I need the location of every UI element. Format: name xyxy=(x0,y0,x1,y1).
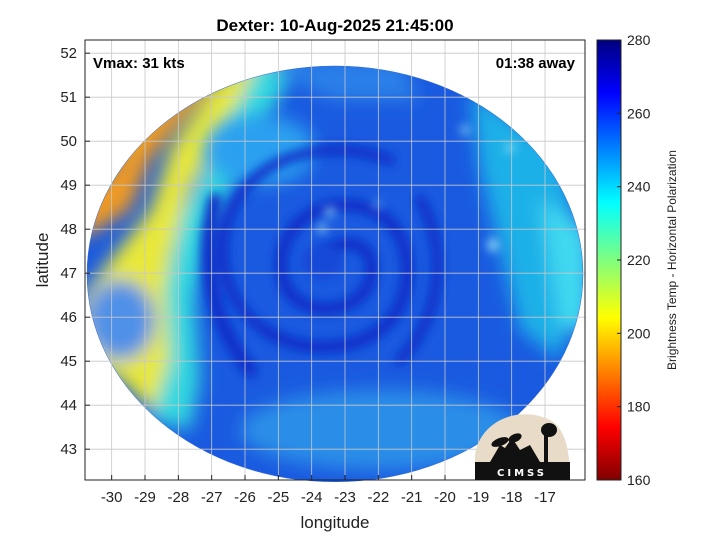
x-tick-label: -27 xyxy=(201,489,223,506)
swath-edge xyxy=(86,65,584,480)
colorbar: 160 180 200 220 240 260 280 Brightness Temp - … xyxy=(596,32,679,488)
colorbar-tick-label: 180 xyxy=(627,399,651,415)
x-tick-label: -24 xyxy=(301,489,323,506)
y-gridlines xyxy=(85,52,585,450)
colorbar-tick-label: 160 xyxy=(627,472,651,488)
x-tick-label: -28 xyxy=(167,489,189,506)
x-tick-label: -20 xyxy=(434,489,456,506)
cimss-logo: CIMSS xyxy=(475,414,570,480)
colorbar-tick-label: 220 xyxy=(627,252,651,268)
y-tick-label: 50 xyxy=(60,133,77,150)
x-tick-label: -22 xyxy=(367,489,389,506)
x-tick-label: -26 xyxy=(234,489,256,506)
colorbar-tick-label: 260 xyxy=(627,105,651,121)
y-tick-label: 45 xyxy=(60,353,77,370)
x-tick-label: -23 xyxy=(334,489,356,506)
x-tick-label: -29 xyxy=(134,489,156,506)
y-axis-label: latitude xyxy=(33,233,52,288)
vmax-annotation: Vmax: 31 kts xyxy=(93,55,185,72)
plot-frame xyxy=(84,39,586,481)
y-tick-label: 52 xyxy=(60,45,77,62)
y-tick-label: 48 xyxy=(60,221,77,238)
colorbar-tick-label: 200 xyxy=(627,325,651,341)
x-tick-label: -25 xyxy=(267,489,289,506)
y-tick-label: 43 xyxy=(60,441,77,458)
x-tick-label: -18 xyxy=(501,489,523,506)
y-tick-label: 51 xyxy=(60,89,77,106)
x-tick-label: -30 xyxy=(101,489,123,506)
x-axis-label: longitude xyxy=(300,513,369,532)
x-tick-label: -21 xyxy=(401,489,423,506)
x-tick-label: -17 xyxy=(534,489,556,506)
microwave-imagery xyxy=(87,66,583,482)
x-gridlines xyxy=(111,40,546,480)
x-tick-label: -19 xyxy=(467,489,489,506)
colorbar-ticks: 160 180 200 220 240 260 280 xyxy=(617,32,651,488)
time-offset-annotation: 01:38 away xyxy=(496,55,576,72)
colorbar-tick-label: 280 xyxy=(627,32,651,48)
y-tick-label: 44 xyxy=(60,397,77,414)
cimss-logo-text: CIMSS xyxy=(497,468,547,479)
colorbar-tick-label: 240 xyxy=(627,179,651,195)
colorbar-label: Brightness Temp - Horizontal Polarizatio… xyxy=(665,150,679,370)
y-tick-label: 49 xyxy=(60,177,77,194)
chart-title: Dexter: 10-Aug-2025 21:45:00 xyxy=(216,16,453,35)
y-axis-ticks: 43 44 45 46 47 48 49 50 51 52 xyxy=(60,45,90,458)
y-tick-label: 46 xyxy=(60,309,77,326)
x-axis-ticks: -30 -29 -28 -27 -26 -25 -24 -23 -22 -21 -20 -19 -18-… xyxy=(101,475,556,506)
y-tick-label: 47 xyxy=(60,265,77,282)
